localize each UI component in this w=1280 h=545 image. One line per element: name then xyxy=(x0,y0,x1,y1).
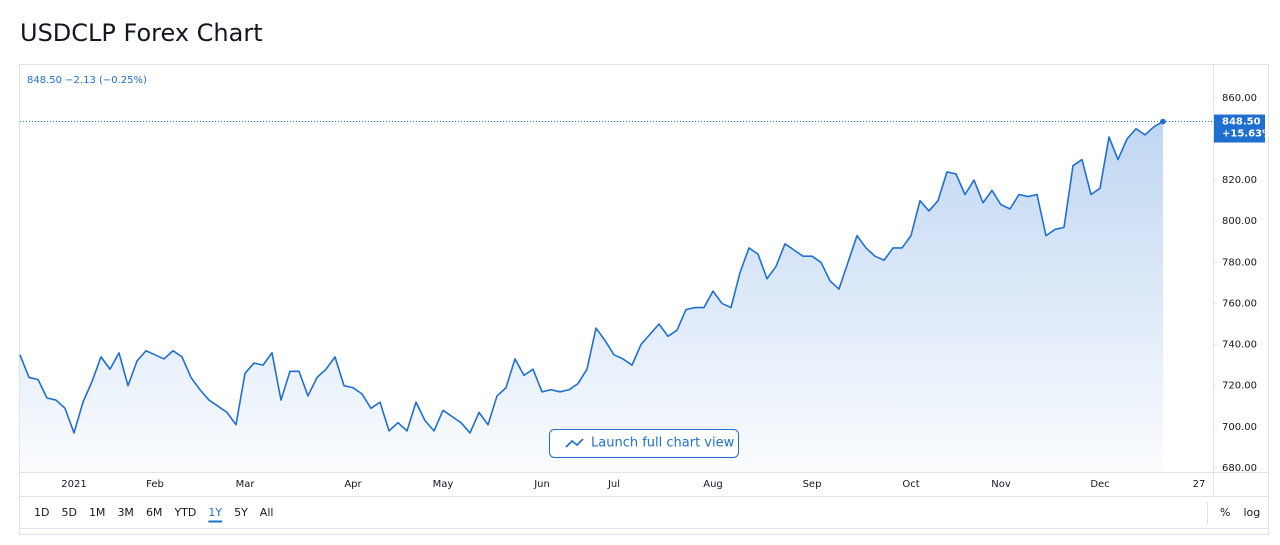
x-tick-label: Feb xyxy=(146,479,164,490)
frame xyxy=(19,64,1269,535)
x-tick-label: Sep xyxy=(803,479,822,490)
toolbar: 1D 5D 1M 3M 6M YTD 1Y 5Y All% log xyxy=(34,506,1260,523)
launch-button[interactable]: Launch full chart view xyxy=(549,429,739,458)
x-tick-label: Aug xyxy=(703,479,723,490)
scale-option[interactable]: log xyxy=(1243,506,1260,519)
range-button[interactable]: 1Y xyxy=(208,506,222,519)
price-badge xyxy=(1214,114,1265,143)
x-tick-label: Oct xyxy=(902,479,919,490)
y-tick-label: 720.00 xyxy=(1222,381,1257,392)
y-tick-label: 820.00 xyxy=(1222,175,1257,186)
y-tick-label: 800.00 xyxy=(1222,216,1257,227)
y-tick-label: 760.00 xyxy=(1222,298,1257,309)
x-tick-label: Dec xyxy=(1090,479,1109,490)
page-title: USDCLP Forex Chart xyxy=(20,19,263,47)
range-button[interactable]: 3M xyxy=(117,506,134,519)
y-tick-label: 740.00 xyxy=(1222,340,1257,351)
x-tick-label: Jul xyxy=(607,479,620,490)
quote: 848.50 −2.13 (−0.25%) xyxy=(27,75,147,86)
x-tick-label: 27 xyxy=(1193,479,1206,490)
price-line xyxy=(19,120,1164,434)
range-button[interactable]: 6M xyxy=(146,506,163,519)
last-point xyxy=(1160,118,1166,125)
x-tick-label: Jun xyxy=(533,479,550,490)
y-tick-label: 680.00 xyxy=(1222,463,1257,474)
y-tick-label: 780.00 xyxy=(1222,257,1257,268)
area-fill xyxy=(20,121,1163,473)
scale-option[interactable]: % xyxy=(1220,506,1230,519)
launch-label[interactable]: Launch full chart view xyxy=(591,436,735,451)
range-button[interactable]: 5D xyxy=(61,506,76,519)
price-badge-label: 848.50 xyxy=(1222,117,1261,128)
y-tick-label: 700.00 xyxy=(1222,422,1257,433)
x-tick-label: May xyxy=(433,479,454,490)
x-tick-label: 2021 xyxy=(61,479,86,490)
range-button[interactable]: All xyxy=(260,506,274,519)
range-button[interactable]: 5Y xyxy=(234,506,248,519)
x-tick-label: Nov xyxy=(991,479,1011,490)
range-button[interactable]: 1D xyxy=(34,506,49,519)
range-button[interactable]: YTD xyxy=(173,506,196,519)
plot: 680.00 700.00 720.00 740.00 760.00 780.00 800.… xyxy=(19,93,1272,490)
launch-button-box[interactable] xyxy=(549,429,739,458)
x-tick-label: Apr xyxy=(344,479,362,490)
launch-icon xyxy=(565,438,584,448)
y-tick-label: 860.00 xyxy=(1222,93,1257,104)
change-badge-label: +15.63% xyxy=(1222,129,1272,140)
range-button[interactable]: 1M xyxy=(89,506,106,519)
x-tick-label: Mar xyxy=(236,479,256,490)
